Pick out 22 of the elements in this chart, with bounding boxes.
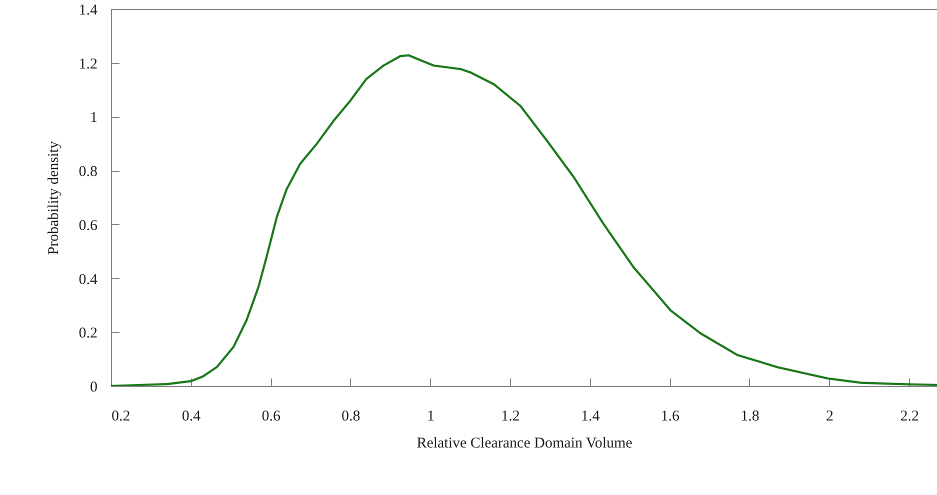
x-tick-label: 0.8 [342,408,360,424]
y-tick-label: 0 [90,380,98,396]
x-tick-label: 1.8 [740,408,760,424]
x-axis-title: Relative Clearance Domain Volume [416,436,633,452]
y-tick-label: 1.2 [78,56,98,72]
y-tick-label: 1 [90,110,98,126]
x-tick-label: 0.2 [112,408,130,424]
x-tick-label: 2.2 [900,408,919,424]
x-tick-label: 1.4 [580,408,600,424]
y-tick-label: 0.4 [78,272,98,288]
x-tick-label: 1.2 [501,408,520,424]
y-tick-label: 0.2 [78,326,98,342]
y-tick-label: 0.8 [78,164,98,180]
x-tick-label: 2 [826,408,834,424]
y-axis-title: Probability density [46,140,62,255]
y-tick-label: 1.4 [78,2,98,18]
y-tick-label: 0.6 [78,218,98,234]
x-tick-label: 0.4 [182,408,202,424]
x-tick-label: 1.6 [660,408,680,424]
x-tick-label: 0.6 [262,408,281,424]
line-series [111,54,937,386]
x-tick-label: 1 [426,408,434,424]
